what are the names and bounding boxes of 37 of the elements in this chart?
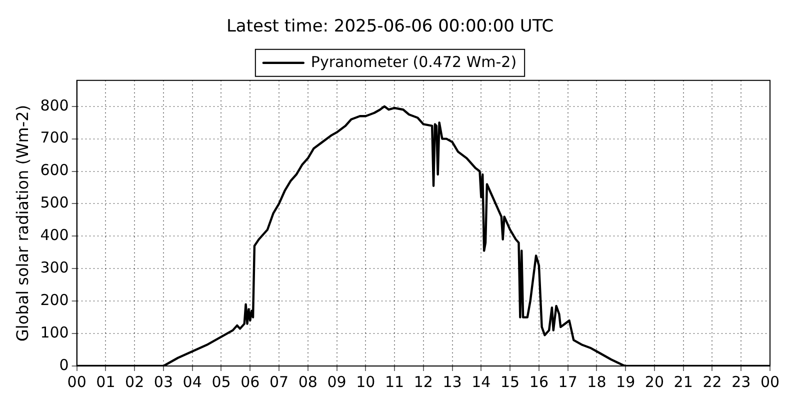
y-tick-label: 300	[40, 258, 69, 277]
chart-title: Latest time: 2025-06-06 00:00:00 UTC	[226, 16, 554, 37]
x-tick-label: 01	[96, 372, 116, 391]
x-tick-label: 21	[674, 372, 693, 391]
x-tick-label: 19	[616, 372, 636, 391]
legend-label: Pyranometer (0.472 Wm-2)	[310, 52, 517, 71]
y-tick-label: 600	[40, 161, 69, 180]
y-tick-label: 700	[40, 128, 69, 147]
x-tick-label: 00	[67, 372, 86, 391]
x-tick-label: 04	[182, 372, 202, 391]
y-tick-label: 400	[40, 226, 69, 244]
x-tick-label: 08	[298, 372, 318, 391]
x-tick-label: 11	[384, 372, 404, 391]
x-tick-label: 22	[702, 372, 722, 391]
x-tick-label: 03	[154, 372, 174, 391]
x-tick-label: 16	[529, 372, 548, 391]
y-tick-label: 0	[59, 356, 69, 374]
y-tick-label: 500	[40, 194, 69, 212]
x-tick-label: 18	[587, 372, 606, 391]
x-tick-label: 10	[356, 372, 376, 391]
x-tick-label: 12	[414, 372, 433, 391]
x-tick-label: 07	[269, 372, 289, 391]
y-tick-label: 800	[40, 96, 69, 114]
x-tick-label: 23	[732, 372, 751, 391]
x-tick-label: 14	[472, 372, 491, 391]
x-tick-label: 00	[760, 372, 780, 391]
y-tick-label: 200	[40, 290, 69, 309]
x-tick-label: 13	[442, 372, 462, 391]
x-tick-label: 09	[327, 372, 346, 391]
x-tick-label: 20	[644, 372, 664, 391]
x-tick-label: 05	[212, 372, 231, 391]
x-tick-label: 17	[558, 372, 578, 391]
x-tick-label: 02	[125, 372, 144, 391]
y-tick-label: 100	[40, 323, 69, 342]
x-tick-label: 15	[500, 372, 520, 391]
x-tick-label: 06	[240, 372, 260, 391]
y-axis-title: Global solar radiation (Wm-2)	[12, 104, 32, 342]
